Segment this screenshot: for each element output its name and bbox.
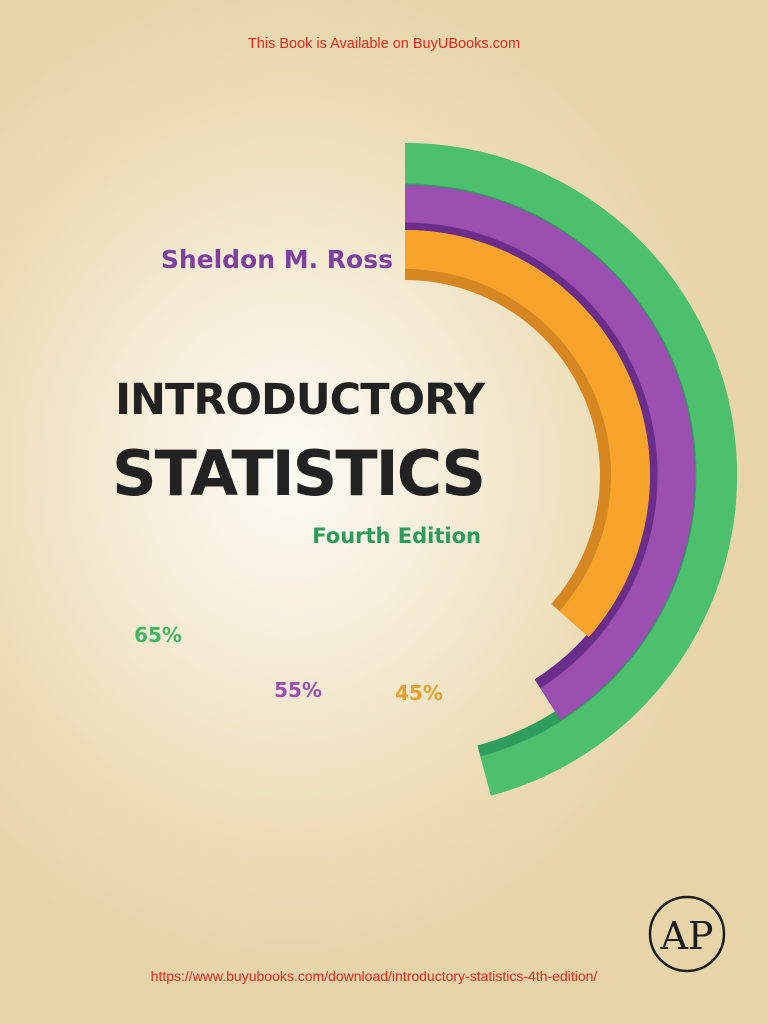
- percent-label-55: 55%: [274, 678, 322, 702]
- title-line-2: STATISTICS: [112, 437, 486, 510]
- title-line-1: INTRODUCTORY: [115, 375, 485, 425]
- ring-45-arc: [405, 230, 650, 638]
- academic-press-logo-icon: AP: [648, 895, 726, 973]
- author-name: Sheldon M. Ross: [160, 245, 393, 274]
- publisher-logo-text: AP: [659, 914, 713, 958]
- ring-55-arc: [405, 185, 695, 720]
- ring-65-arc: [405, 143, 737, 796]
- percent-label-45: 45%: [395, 681, 443, 705]
- bottom-url-link-text[interactable]: https://www.buyubooks.com/download/intro…: [150, 968, 598, 984]
- edition-label: Fourth Edition: [312, 524, 481, 548]
- percent-label-65: 65%: [134, 623, 182, 647]
- top-banner-link-text[interactable]: This Book is Available on BuyUBooks.com: [247, 36, 521, 52]
